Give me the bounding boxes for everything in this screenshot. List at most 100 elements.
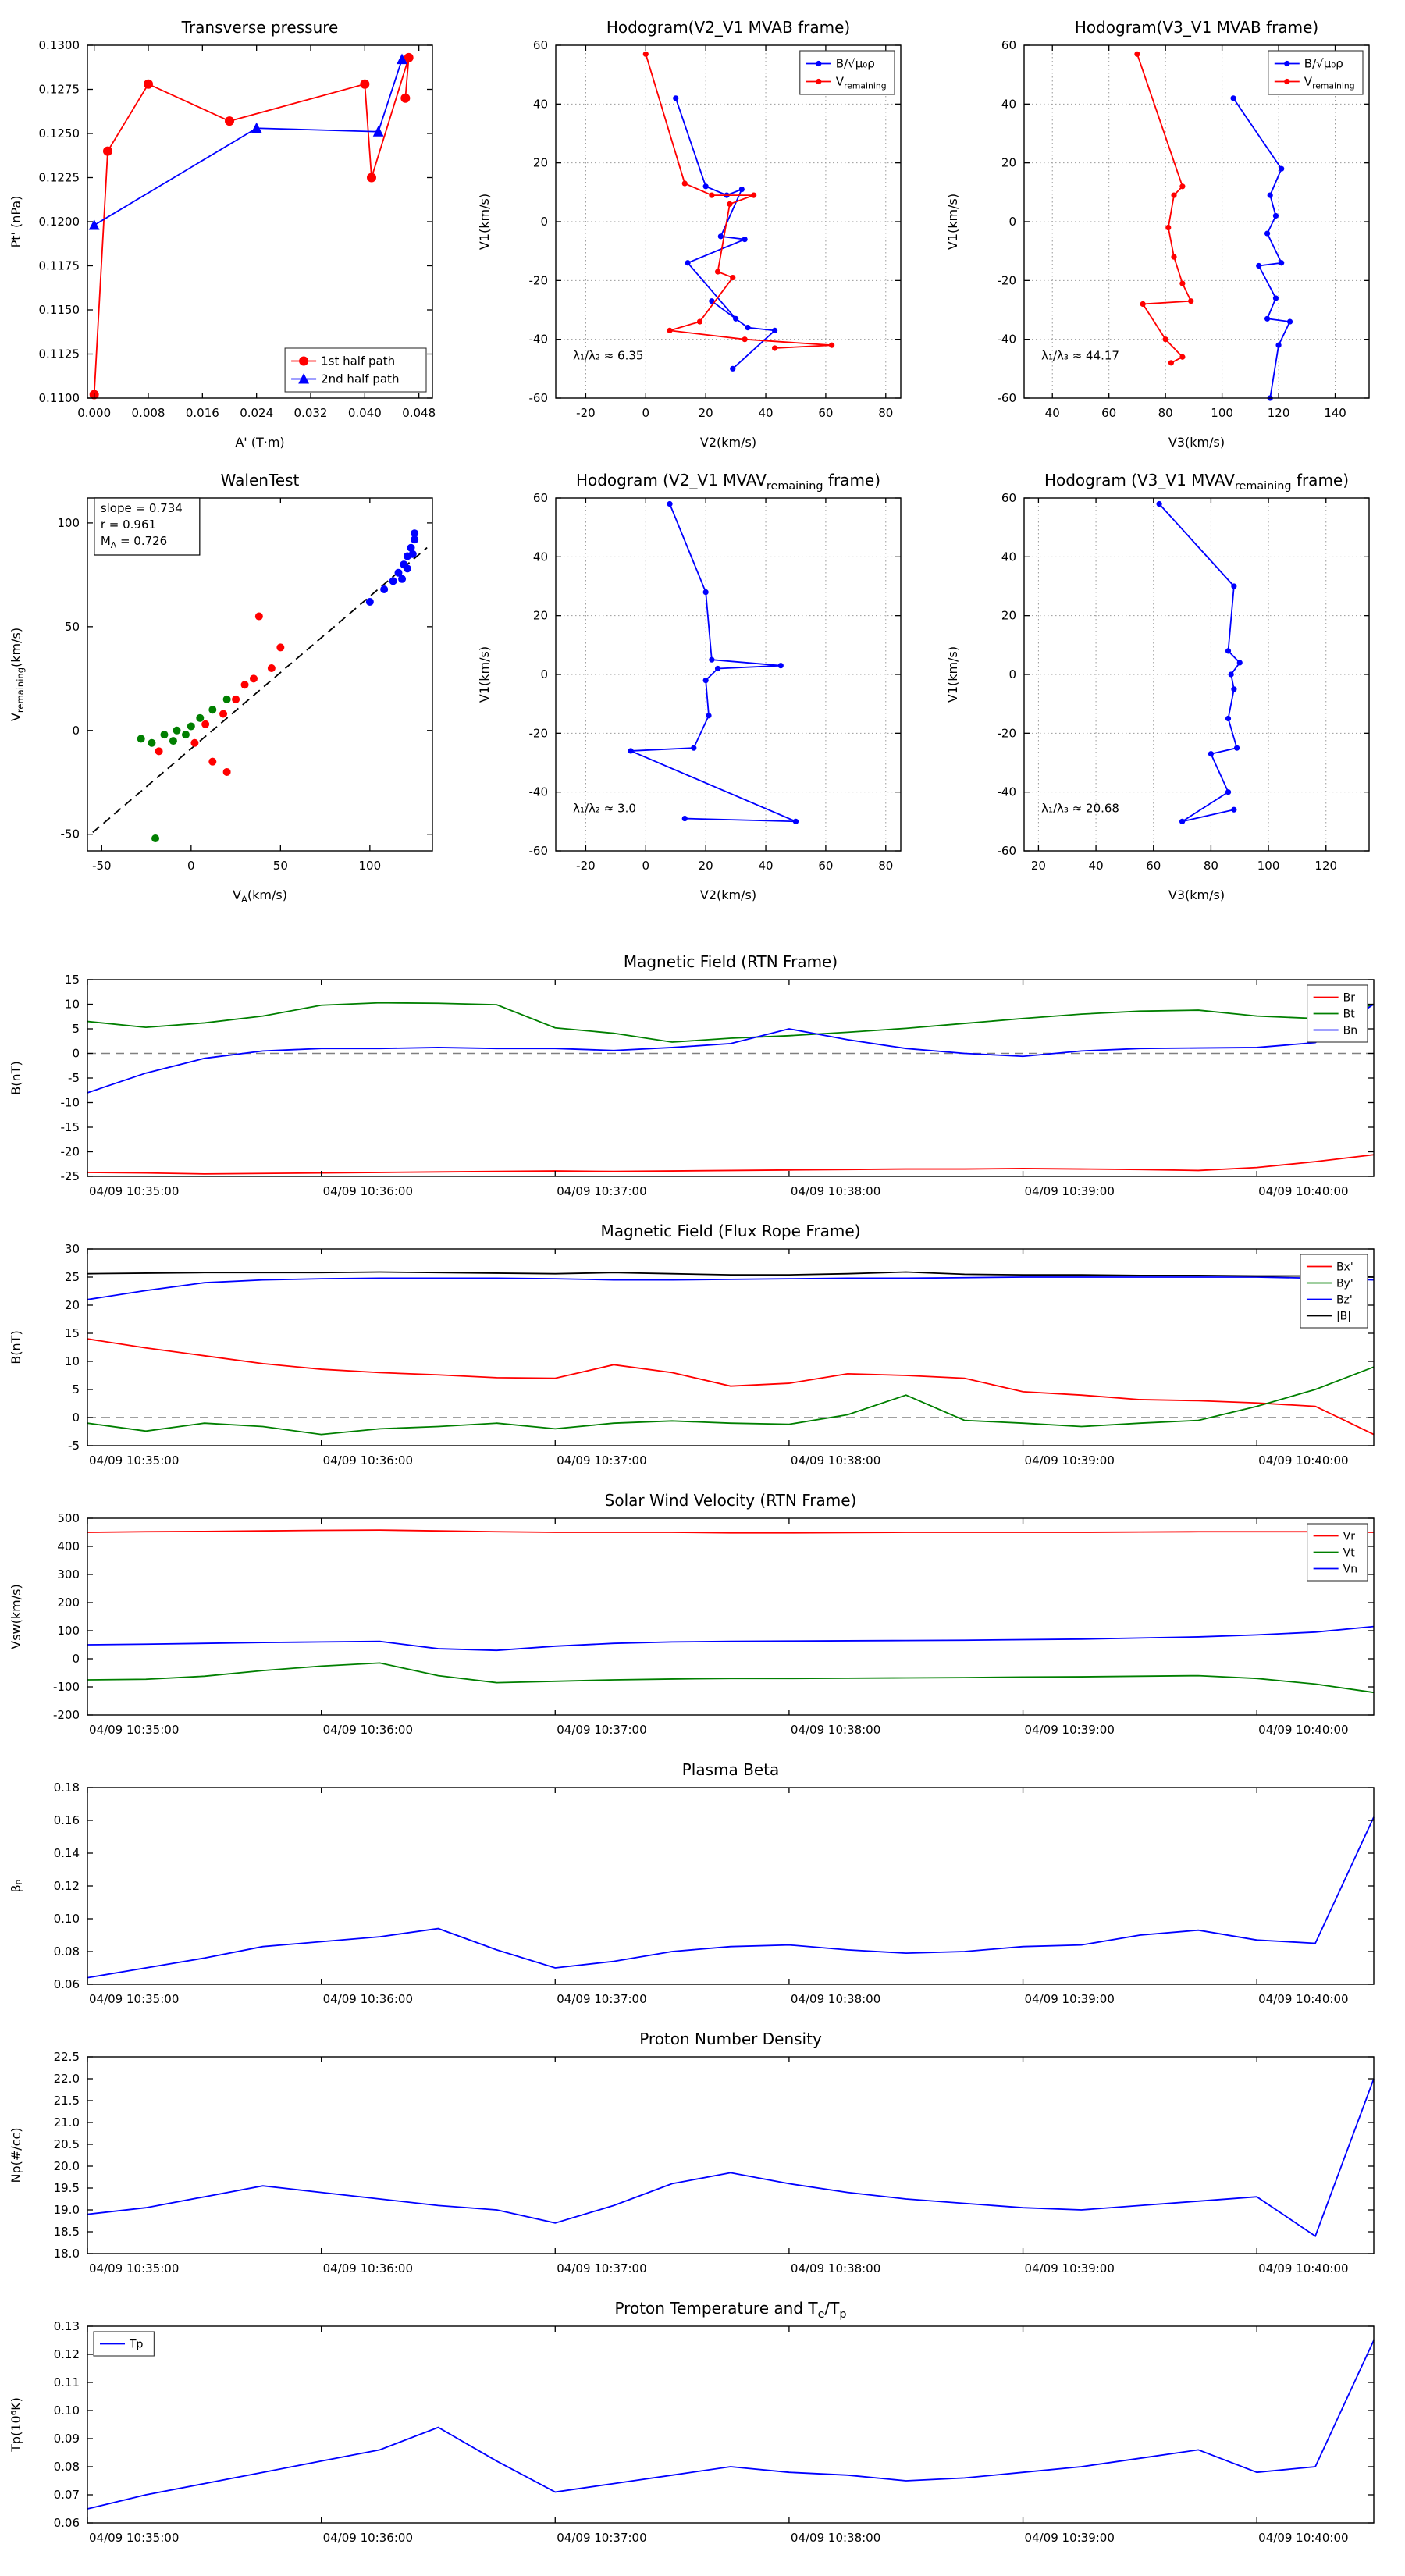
svg-text:Vremaining: Vremaining: [836, 75, 887, 91]
svg-text:B(nT): B(nT): [9, 1061, 23, 1094]
svg-text:04/09 10:40:00: 04/09 10:40:00: [1258, 1723, 1348, 1737]
svg-text:-40: -40: [529, 333, 549, 347]
svg-text:-20: -20: [61, 1145, 80, 1159]
svg-text:04/09 10:38:00: 04/09 10:38:00: [791, 1723, 880, 1737]
svg-text:22.5: 22.5: [54, 2050, 80, 2064]
chart-plasma-beta: 04/09 10:35:00 04/09 10:36:00 04/09 10:37:…: [0, 1752, 1405, 2022]
svg-text:22.0: 22.0: [54, 2072, 80, 2086]
svg-text:λ₁/λ₂ ≈ 6.35: λ₁/λ₂ ≈ 6.35: [573, 348, 643, 362]
svg-text:0.024: 0.024: [240, 406, 273, 420]
chart-transverse-pressure: 0.000 0.008 0.016 0.024 0.032 0.040 0.048 0.110…: [0, 6, 468, 459]
svg-text:Magnetic Field (RTN Frame): Magnetic Field (RTN Frame): [624, 952, 838, 971]
svg-text:Bz': Bz': [1336, 1294, 1353, 1307]
svg-text:-40: -40: [529, 785, 549, 799]
svg-text:Vremaining(km/s): Vremaining(km/s): [9, 628, 26, 721]
chart-walen-test: -50 0 50 100 -50 0 50 100 WalenTest VA(km/s) Vrema…: [0, 459, 468, 912]
svg-text:-20: -20: [998, 726, 1017, 740]
svg-text:|B|: |B|: [1336, 1311, 1351, 1323]
svg-text:60: 60: [818, 859, 833, 873]
svg-text:04/09 10:36:00: 04/09 10:36:00: [323, 1453, 413, 1468]
svg-text:Hodogram (V2_V1 MVAVremaining: Hodogram (V2_V1 MVAVremaining frame): [576, 471, 880, 493]
svg-text:20: 20: [1001, 156, 1016, 170]
svg-text:0: 0: [540, 215, 548, 229]
chart-hodogram-v2v1-mvab: -20 0 20 40 60 80 -60 -40 -20 0 20 40 60 Hodogram(V2_…: [468, 6, 937, 459]
svg-text:A' (T·m): A' (T·m): [235, 435, 284, 450]
svg-text:Tp(10⁶K): Tp(10⁶K): [9, 2397, 23, 2453]
svg-text:19.0: 19.0: [54, 2203, 80, 2217]
chart-hodogram-v3v1-mvab: 40 60 80 100 120 140 -60 -40 -20 0 20 40 60 Hodogram(…: [937, 6, 1405, 459]
svg-text:20: 20: [699, 406, 713, 420]
svg-text:20: 20: [533, 609, 548, 623]
chart-hodogram-v3v1-mvav: 20 40 60 80 100 120 -60 -40 -20 0 20 40 60 Hodogram (…: [937, 459, 1405, 912]
svg-text:20: 20: [1001, 609, 1016, 623]
svg-text:5: 5: [72, 1382, 80, 1397]
svg-text:Vsw(km/s): Vsw(km/s): [9, 1584, 23, 1649]
svg-text:Br: Br: [1343, 992, 1356, 1005]
svg-text:Magnetic Field (Flux Rope Fram: Magnetic Field (Flux Rope Frame): [601, 1222, 861, 1240]
svg-text:VA(km/s): VA(km/s): [233, 888, 287, 905]
svg-text:-20: -20: [576, 859, 596, 873]
svg-text:0.040: 0.040: [348, 406, 382, 420]
svg-text:04/09 10:37:00: 04/09 10:37:00: [557, 1453, 646, 1468]
svg-text:5: 5: [72, 1022, 80, 1036]
svg-text:04/09 10:37:00: 04/09 10:37:00: [557, 1723, 646, 1737]
chart-proton-temperature: 04/09 10:35:00 04/09 10:36:00 04/09 10:37:…: [0, 2291, 1405, 2560]
svg-text:-200: -200: [53, 1708, 80, 1722]
svg-text:-15: -15: [61, 1120, 80, 1134]
svg-text:-5: -5: [68, 1071, 80, 1085]
svg-text:60: 60: [1146, 859, 1161, 873]
svg-text:04/09 10:37:00: 04/09 10:37:00: [557, 1992, 646, 2006]
svg-text:0.11: 0.11: [54, 2375, 80, 2389]
svg-text:0.12: 0.12: [54, 2347, 80, 2361]
svg-text:04/09 10:40:00: 04/09 10:40:00: [1258, 1453, 1348, 1468]
svg-text:20: 20: [533, 156, 548, 170]
svg-text:18.5: 18.5: [54, 2225, 80, 2239]
svg-text:V1(km/s): V1(km/s): [477, 646, 492, 703]
svg-text:-40: -40: [998, 333, 1017, 347]
svg-text:80: 80: [878, 406, 893, 420]
svg-text:80: 80: [1158, 406, 1173, 420]
svg-text:Vn: Vn: [1343, 1564, 1357, 1576]
svg-text:40: 40: [1089, 859, 1104, 873]
svg-text:04/09 10:39:00: 04/09 10:39:00: [1025, 2531, 1115, 2545]
svg-text:Np(#/cc): Np(#/cc): [9, 2128, 23, 2183]
svg-text:r = 0.961: r = 0.961: [101, 518, 156, 532]
svg-text:MA = 0.726: MA = 0.726: [101, 534, 167, 550]
svg-text:Hodogram (V3_V1 MVAVremaining: Hodogram (V3_V1 MVAVremaining frame): [1044, 471, 1349, 493]
svg-text:-25: -25: [61, 1169, 80, 1183]
svg-text:0.14: 0.14: [54, 1846, 80, 1860]
svg-text:βₚ: βₚ: [9, 1879, 23, 1892]
svg-text:20.0: 20.0: [54, 2159, 80, 2173]
svg-text:0.008: 0.008: [132, 406, 165, 420]
svg-text:Vt: Vt: [1343, 1547, 1356, 1560]
svg-text:20: 20: [65, 1298, 80, 1312]
svg-text:10: 10: [65, 998, 80, 1012]
svg-text:Tp: Tp: [129, 2339, 144, 2351]
svg-text:By': By': [1336, 1278, 1353, 1290]
svg-text:60: 60: [1001, 38, 1016, 52]
svg-text:slope = 0.734: slope = 0.734: [101, 501, 183, 515]
svg-text:04/09 10:40:00: 04/09 10:40:00: [1258, 2531, 1348, 2545]
svg-text:0: 0: [540, 667, 548, 681]
svg-text:Proton Temperature and Te/Tp: Proton Temperature and Te/Tp: [614, 2299, 846, 2321]
svg-text:λ₁/λ₃ ≈ 20.68: λ₁/λ₃ ≈ 20.68: [1041, 801, 1119, 815]
svg-text:60: 60: [533, 491, 548, 505]
svg-text:21.5: 21.5: [54, 2094, 80, 2108]
svg-text:100: 100: [1257, 859, 1280, 873]
svg-text:0: 0: [72, 1652, 80, 1666]
svg-text:0.16: 0.16: [54, 1813, 80, 1827]
svg-text:Bt: Bt: [1343, 1009, 1356, 1021]
svg-text:50: 50: [273, 859, 288, 873]
svg-text:04/09 10:35:00: 04/09 10:35:00: [89, 2261, 179, 2275]
svg-text:0.10: 0.10: [54, 1912, 80, 1926]
svg-text:40: 40: [533, 97, 548, 111]
svg-text:15: 15: [65, 1326, 80, 1340]
svg-text:0.10: 0.10: [54, 2403, 80, 2418]
svg-text:50: 50: [65, 620, 80, 634]
svg-text:V3(km/s): V3(km/s): [1168, 435, 1225, 450]
svg-text:04/09 10:38:00: 04/09 10:38:00: [791, 2261, 880, 2275]
svg-text:Vremaining: Vremaining: [1304, 75, 1355, 91]
chart-hodogram-v2v1-mvav: -20 0 20 40 60 80 -60 -40 -20 0 20 40 60 Hodogram (V2…: [468, 459, 937, 912]
chart-magnetic-field-flux-rope: 04/09 10:35:00 04/09 10:36:00 04/09 10:37:…: [0, 1214, 1405, 1483]
svg-text:λ₁/λ₃ ≈ 44.17: λ₁/λ₃ ≈ 44.17: [1041, 348, 1119, 362]
